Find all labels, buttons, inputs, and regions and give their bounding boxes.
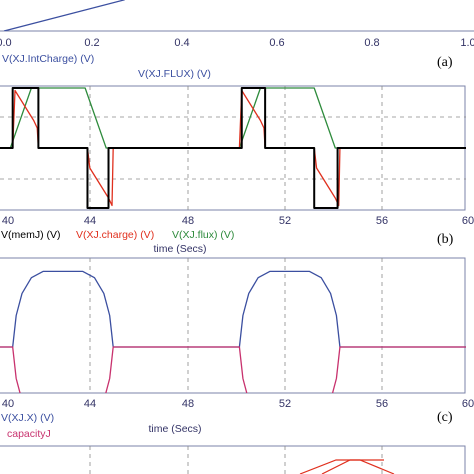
panel-c-series-0 (0, 270, 466, 348)
panel-a-tick-3: 0.6 (269, 37, 284, 49)
panel-a: 0.0 0.2 0.4 0.6 0.8 1.0 V(XJ.IntCharge) … (0, 0, 474, 80)
panel-b-tick-3: 52 (279, 215, 291, 227)
panel-d-red-trace-2 (321, 459, 384, 474)
panel-a-label: (a) (437, 55, 453, 70)
panel-b-tick-4: 56 (376, 215, 388, 227)
panel-d-frame (0, 445, 466, 474)
panel-b-legend-memj: V(memJ) (V) (1, 229, 61, 241)
panel-c-series-1 (0, 346, 466, 393)
panel-c-legend-x: V(XJ.X) (V) (1, 412, 54, 424)
panel-b-series-0 (0, 87, 466, 149)
panel-c-x-ticks: 40 44 48 52 56 60 (2, 398, 474, 410)
panel-c-tick-0: 40 (2, 398, 14, 410)
panel-b-legend-flux: V(XJ.flux) (V) (172, 229, 234, 241)
panel-a-legend-flux: V(XJ.FLUX) (V) (138, 68, 211, 80)
panel-b-x-axis-title: time (Secs) (153, 243, 206, 255)
panel-c-tick-4: 56 (376, 398, 388, 410)
panel-b-tick-1: 44 (84, 215, 96, 227)
panel-c-tick-3: 52 (279, 398, 291, 410)
panel-b-legend-charge: V(XJ.charge) (V) (76, 229, 154, 241)
panel-c-frame (0, 257, 466, 394)
panel-d-red-trace (299, 459, 395, 474)
panel-a-tick-2: 0.4 (174, 37, 189, 49)
panel-b-x-ticks: 40 44 48 52 56 60 (2, 215, 474, 227)
panel-d-partial (0, 445, 466, 474)
panel-b-label: (b) (437, 232, 454, 247)
panel-c-tick-1: 44 (84, 398, 96, 410)
panel-b-grid (0, 86, 466, 210)
panel-c-x-axis-title: time (Secs) (148, 423, 201, 435)
panel-b-tick-2: 48 (182, 215, 194, 227)
panel-a-tick-5: 1.0 (460, 37, 474, 49)
panel-a-tick-0: 0.0 (0, 37, 12, 49)
panel-b: 40 44 48 52 56 60 V(memJ) (V) V(XJ.charg… (0, 85, 474, 255)
panel-b-series-2 (0, 87, 466, 209)
panel-c-grid (89, 258, 383, 393)
panel-b-tick-0: 40 (2, 215, 14, 227)
panel-c-legend-capacity: capacityJ (7, 428, 51, 440)
panel-b-tick-5: 60 (462, 215, 474, 227)
panel-c-tick-5: 60 (462, 398, 474, 410)
panel-a-tick-1: 0.2 (84, 37, 99, 49)
panel-a-x-ticks: 0.0 0.2 0.4 0.6 0.8 1.0 (0, 37, 474, 49)
panel-a-legend-intcharge: V(XJ.IntCharge) (V) (2, 53, 94, 65)
panel-c-tick-2: 48 (182, 398, 194, 410)
panel-a-tick-4: 0.8 (364, 37, 379, 49)
panel-a-series-0 (3, 0, 125, 31)
panel-c-label: (c) (437, 410, 453, 425)
panel-c: 40 44 48 52 56 60 V(XJ.X) (V) capacityJ … (0, 257, 474, 440)
